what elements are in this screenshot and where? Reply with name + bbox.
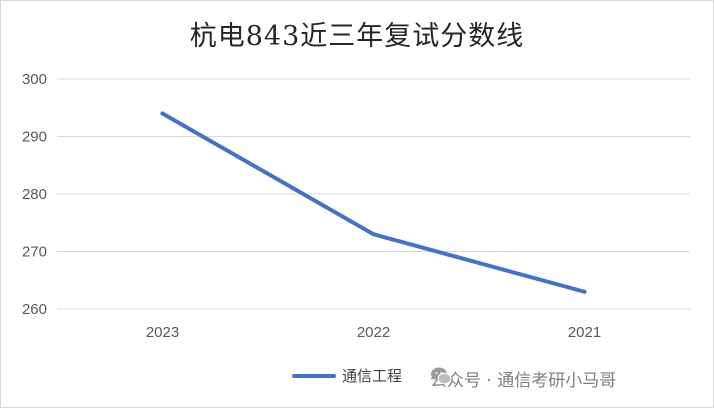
y-tick-label: 290 — [22, 129, 47, 146]
data-point — [160, 111, 165, 116]
series-layer — [160, 111, 587, 294]
x-tick-label: 2023 — [146, 324, 179, 341]
chart-title: 杭电843近三年复试分数线 — [189, 21, 525, 52]
y-tick-label: 300 — [22, 71, 47, 88]
x-tick-label: 2021 — [568, 324, 601, 341]
x-axis-tick-labels: 2023 2022 2021 — [146, 324, 601, 341]
y-tick-label: 270 — [22, 244, 47, 261]
legend: 通信工程 — [292, 367, 402, 385]
y-tick-label: 280 — [22, 186, 47, 203]
data-point — [371, 232, 376, 237]
wechat-icon — [431, 367, 452, 385]
y-axis-tick-labels: 260 270 280 290 300 — [22, 71, 47, 318]
x-tick-label: 2022 — [357, 324, 390, 341]
watermark: 公众号 · 通信考研小马哥 — [430, 366, 616, 391]
data-point — [582, 289, 587, 294]
legend-label: 通信工程 — [342, 367, 402, 385]
series-line — [160, 111, 587, 294]
y-tick-label: 260 — [22, 301, 47, 318]
watermark-text: 公众号 · 通信考研小马哥 — [430, 371, 617, 391]
grid-lines — [57, 78, 690, 310]
